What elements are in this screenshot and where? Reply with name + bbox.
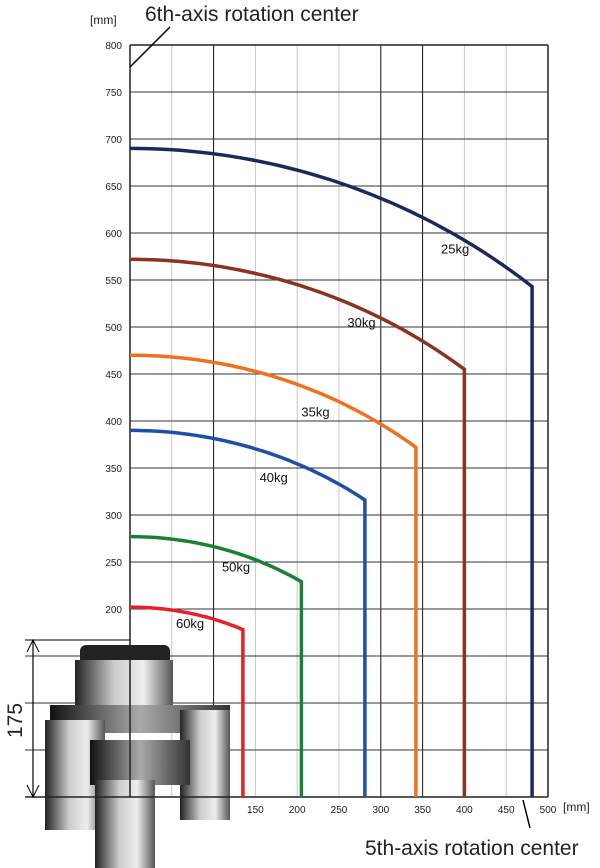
x-tick-label: 350 [414, 805, 431, 816]
x-unit-label: [mm] [563, 800, 590, 814]
sixth-axis-leader [129, 26, 171, 68]
x-tick-label: 150 [247, 805, 264, 816]
y-tick-label: 400 [105, 417, 122, 428]
series-25kg-curve [129, 146, 534, 797]
y-unit-label: [mm] [90, 13, 117, 27]
series-label-35kg: 35kg [301, 404, 329, 419]
fifth-axis-label: 5th-axis rotation center [365, 837, 579, 860]
x-tick-label: 450 [498, 805, 515, 816]
y-tick-label: 550 [105, 276, 122, 287]
series-30kg-curve [129, 257, 467, 797]
y-tick-label: 350 [105, 464, 122, 475]
robot-wrist-image [45, 645, 230, 868]
dimension-175-label: 175 [4, 703, 27, 738]
y-tick-label: 800 [105, 41, 122, 52]
series-50kg-curve [130, 534, 304, 797]
y-tick-label: 300 [105, 511, 122, 522]
series-label-50kg: 50kg [222, 559, 250, 574]
series-35kg-curve [129, 353, 418, 797]
series-label-25kg: 25kg [441, 242, 469, 257]
y-tick-label: 200 [105, 605, 122, 616]
x-tick-label: 200 [289, 805, 306, 816]
y-tick-label: 650 [105, 182, 122, 193]
x-tick-label: 400 [456, 805, 473, 816]
x-tick-label: 250 [331, 805, 348, 816]
dimension-arrowheads [26, 638, 40, 799]
y-tick-label: 700 [105, 135, 122, 146]
series-label-30kg: 30kg [347, 315, 375, 330]
series-60kg-curve [130, 605, 245, 797]
x-tick-label: 300 [372, 805, 389, 816]
y-tick-label: 500 [105, 323, 122, 334]
series-40kg-curve [130, 428, 367, 797]
x-tick-label: 500 [540, 805, 557, 816]
y-tick-label: 750 [105, 88, 122, 99]
y-tick-label: 600 [105, 229, 122, 240]
y-tick-label: 450 [105, 370, 122, 381]
fifth-axis-leader [522, 799, 531, 829]
y-tick-label: 250 [105, 558, 122, 569]
series-label-40kg: 40kg [260, 470, 288, 485]
sixth-axis-label: 6th-axis rotation center [145, 3, 359, 26]
series-label-60kg: 60kg [176, 616, 204, 631]
